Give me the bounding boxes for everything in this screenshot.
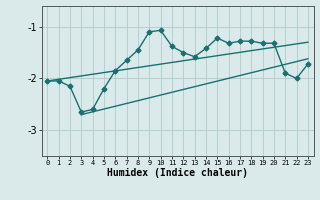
X-axis label: Humidex (Indice chaleur): Humidex (Indice chaleur) <box>107 168 248 178</box>
